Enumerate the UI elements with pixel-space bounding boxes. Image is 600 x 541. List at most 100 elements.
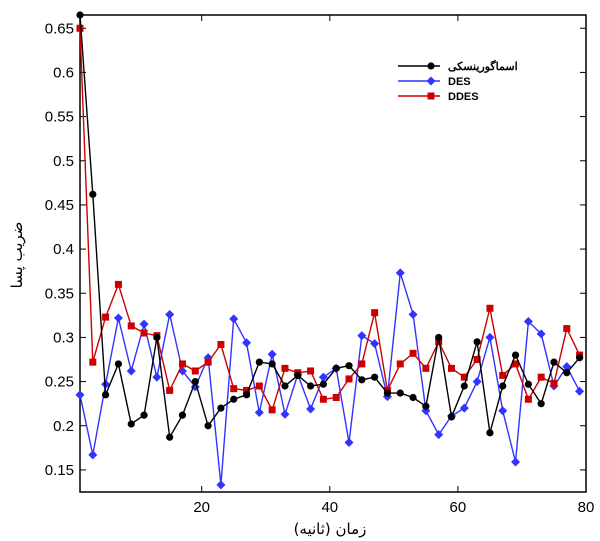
data-point [294,371,302,379]
x-tick-label: 80 [578,499,595,516]
legend-label: DES [448,76,471,88]
data-point [511,351,520,359]
data-point [281,364,289,372]
data-point [242,338,252,348]
data-point [242,391,251,399]
data-point [434,430,444,440]
data-point [409,349,417,357]
data-point [358,376,366,384]
x-axis-title: زمان (ثانیه) [294,520,367,538]
data-point [537,373,545,381]
data-point [396,360,404,368]
data-point [473,338,481,346]
data-point [447,364,455,372]
data-point [204,358,212,366]
data-point [575,386,585,396]
data-point [563,325,571,333]
data-point [486,429,494,437]
data-point [550,379,558,387]
data-point [217,340,225,348]
legend: اسماگورینسکی DES DDES [398,59,518,103]
data-point [563,369,571,377]
data-point [523,317,533,327]
data-point [512,360,520,368]
data-point [230,395,238,403]
data-point [217,404,225,412]
data-point [472,377,482,387]
data-point [76,11,84,19]
data-point [370,339,380,349]
plot-frame [79,14,587,493]
data-point [127,322,135,330]
series-square [76,24,584,414]
data-point [165,309,175,319]
data-point [166,433,174,441]
data-point [89,190,97,198]
data-point [562,362,572,372]
data-point [127,420,135,428]
data-point [524,395,532,403]
data-point [332,393,340,401]
data-point [102,391,110,399]
data-point [306,404,316,414]
data-point [422,402,430,410]
data-point [204,422,212,430]
legend-item: اسماگورینسکی [398,59,518,73]
data-point [267,349,277,359]
data-point [447,413,456,421]
data-point [255,382,263,390]
legend-item: DDES [398,91,479,103]
x-tick-label: 20 [193,499,210,516]
series-line [79,28,581,412]
data-point [166,386,174,394]
y-tick-label: 0.55 [45,109,74,126]
series-circle [76,11,584,441]
data-point [243,386,251,394]
data-point [114,280,122,288]
data-point [358,360,366,368]
data-point [408,309,418,319]
data-point [178,360,186,368]
y-tick-label: 0.6 [53,64,74,81]
data-point [319,380,327,388]
y-tick-label: 0.3 [53,329,74,346]
data-point [153,333,161,342]
data-point [255,358,263,366]
data-point [332,364,340,372]
y-tick-label: 0.5 [53,153,74,170]
data-point [550,358,558,366]
data-point [229,314,239,324]
data-point [383,389,392,397]
data-point [113,313,123,323]
y-tick-label: 0.45 [45,197,74,214]
data-point [76,24,84,32]
series-line [79,14,581,440]
data-point [485,332,495,342]
data-point [537,400,545,408]
legend-label: DDES [448,91,479,103]
data-point [459,403,469,413]
data-point [216,480,226,490]
data-point [345,362,353,370]
data-point [140,329,148,337]
data-point [140,411,148,419]
data-point [191,377,199,386]
data-point [281,382,289,390]
data-point [152,372,162,382]
data-point [460,373,468,381]
y-tick-label: 0.2 [53,418,74,435]
x-axis-ticks: 20 40 60 80 [193,15,594,516]
y-tick-label: 0.4 [53,241,74,258]
data-point [319,395,327,403]
data-point [395,268,405,278]
data-point [254,408,264,417]
data-point [499,382,507,390]
data-point [486,304,494,312]
legend-label: اسماگورینسکی [448,59,518,73]
y-tick-label: 0.65 [45,20,74,37]
legend-item: DES [398,76,471,88]
data-point [536,329,546,339]
data-point [435,338,443,346]
y-axis-title: ضریب پسا [8,222,27,289]
